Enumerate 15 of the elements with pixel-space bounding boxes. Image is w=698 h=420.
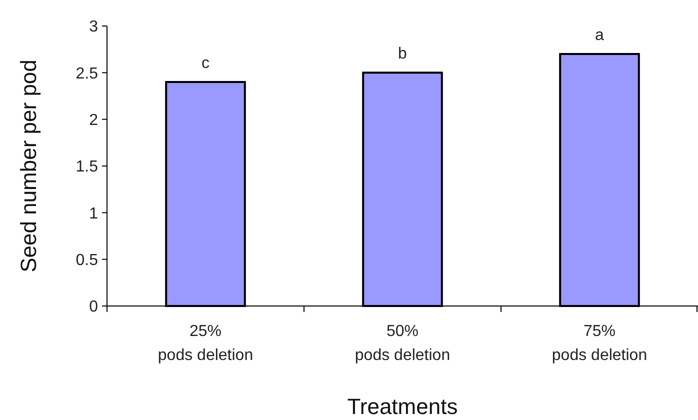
- y-tick-label: 1: [89, 205, 98, 222]
- x-axis-title: Treatments: [347, 394, 458, 419]
- annotation: b: [398, 46, 408, 63]
- x-tick-label: 25% pods deletion: [158, 323, 254, 364]
- x-tick-label: 75% pods deletion: [552, 323, 648, 364]
- annotation: a: [595, 27, 604, 44]
- y-tick-label: 1.5: [76, 158, 98, 176]
- y-tick-label: 3: [89, 18, 98, 36]
- y-tick-label: 2: [89, 112, 98, 129]
- y-tick-label: 0.5: [76, 252, 98, 269]
- y-tick-label: 0: [89, 298, 98, 316]
- y-tick-label: 2.5: [76, 65, 98, 82]
- y-axis-title: Seed number per pod: [16, 60, 41, 272]
- annotation: c: [202, 55, 210, 72]
- x-tick-label: 50% pods deletion: [354, 323, 450, 364]
